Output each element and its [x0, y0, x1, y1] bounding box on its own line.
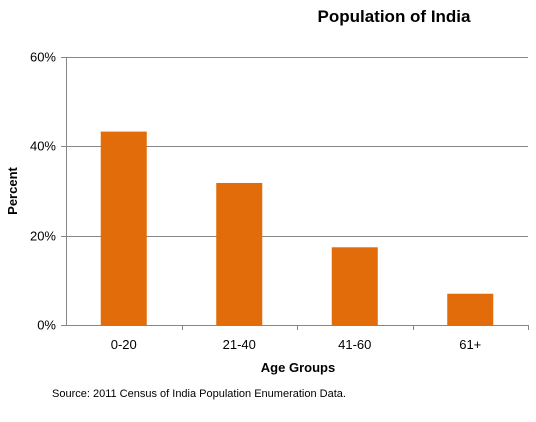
y-tick-label: 40% [30, 139, 56, 154]
bars [100, 131, 494, 325]
y-tick-label: 20% [30, 229, 56, 244]
bar-41-60 [331, 247, 378, 325]
tick-labels: 0% 20% 40% 60% 0-20 21-40 41-60 61+ [30, 50, 481, 353]
y-tick-label: 0% [37, 318, 56, 333]
bar-0-20 [100, 131, 147, 325]
bar-21-40 [216, 182, 263, 325]
x-tick-label: 61+ [459, 337, 481, 352]
x-axis-title: Age Groups [261, 360, 335, 375]
x-tick-label: 0-20 [111, 337, 137, 352]
bar-61+ [447, 293, 494, 325]
x-tick-label: 41-60 [338, 337, 371, 352]
chart-title: Population of India [318, 7, 472, 26]
source-note: Source: 2011 Census of India Population … [52, 388, 346, 400]
x-tick-label: 21-40 [223, 337, 256, 352]
y-axis-title: Percent [5, 166, 20, 214]
y-tick-label: 60% [30, 50, 56, 65]
